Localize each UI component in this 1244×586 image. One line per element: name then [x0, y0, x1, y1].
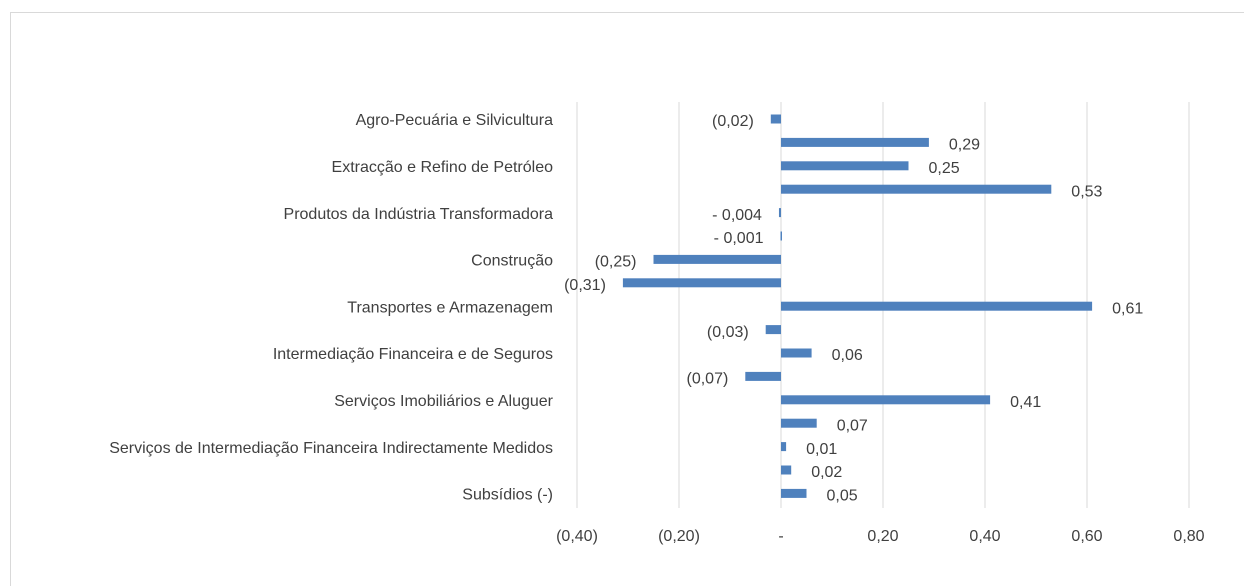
x-tick-label: 0,20	[867, 528, 898, 545]
data-label: (0,25)	[595, 254, 637, 271]
bar	[745, 371, 781, 381]
data-label: 0,61	[1112, 300, 1143, 317]
y-tick-label: Subsídios (-)	[462, 487, 553, 504]
data-label: 0,53	[1071, 183, 1102, 200]
y-tick-label: Serviços de Intermediação Financeira Ind…	[109, 440, 553, 457]
data-label: (0,03)	[707, 324, 749, 341]
y-tick-label: Serviços Imobiliários e Aluguer	[334, 393, 553, 410]
data-label: (0,07)	[687, 371, 729, 388]
data-label: 0,01	[806, 441, 837, 458]
y-tick-label: Intermediação Financeira e de Seguros	[273, 346, 553, 363]
bar	[653, 254, 781, 264]
y-tick-label: Produtos da Indústria Transformadora	[284, 206, 554, 223]
bar	[781, 488, 807, 498]
bar	[622, 278, 781, 288]
y-tick-label: Agro-Pecuária e Silvicultura	[356, 112, 554, 129]
y-tick-label: Transportes e Armazenagem	[347, 299, 553, 316]
bar	[781, 442, 787, 452]
bar	[781, 348, 812, 358]
x-tick-label: 0,80	[1173, 528, 1204, 545]
x-tick-label: 0,40	[969, 528, 1000, 545]
data-label: 0,02	[811, 464, 842, 481]
data-label: 0,29	[949, 137, 980, 154]
chart-border	[10, 12, 1244, 586]
data-label: 0,05	[827, 488, 858, 505]
x-tick-label: -	[778, 528, 783, 545]
data-label: - 0,001	[714, 230, 764, 247]
bar	[778, 208, 781, 218]
bar	[781, 465, 792, 475]
y-tick-label: Extracção e Refino de Petróleo	[332, 159, 554, 176]
data-label: 0,41	[1010, 394, 1041, 411]
bar	[781, 301, 1093, 311]
bar	[781, 418, 817, 428]
data-label: 0,25	[929, 160, 960, 177]
data-label: (0,02)	[712, 113, 754, 130]
y-tick-label: Construção	[471, 253, 553, 270]
bar	[781, 395, 991, 405]
data-label: (0,31)	[564, 277, 606, 294]
bar	[770, 114, 781, 124]
bar	[781, 137, 929, 147]
data-label: 0,07	[837, 417, 868, 434]
bar	[781, 184, 1052, 194]
data-label: 0,06	[832, 347, 863, 364]
bar	[781, 161, 909, 171]
bar	[780, 231, 782, 241]
x-tick-label: 0,60	[1071, 528, 1102, 545]
x-tick-label: (0,40)	[556, 528, 598, 545]
data-label: - 0,004	[712, 207, 762, 224]
x-tick-label: (0,20)	[658, 528, 700, 545]
bar	[765, 325, 781, 335]
